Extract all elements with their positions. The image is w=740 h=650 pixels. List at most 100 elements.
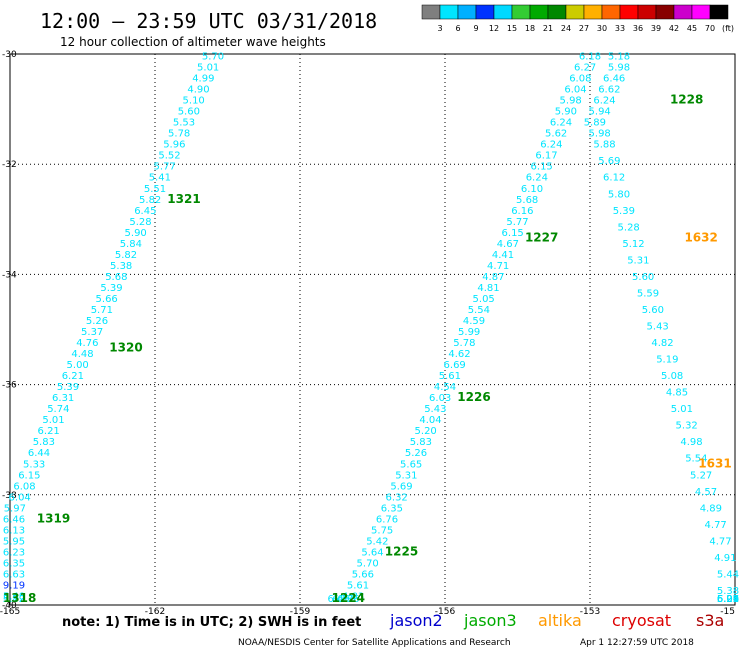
scale-swatch — [673, 4, 693, 20]
x-tick-label: -159 — [290, 607, 311, 617]
wave-height-value: 5.10 — [183, 96, 205, 107]
scale-swatch — [709, 4, 729, 20]
data-points: 5.705.014.994.905.105.605.535.785.965.52… — [3, 52, 739, 605]
wave-height-value: 5.80 — [608, 189, 630, 200]
scale-label: 21 — [543, 24, 553, 33]
scale-swatch — [439, 4, 459, 20]
wave-height-value: 5.31 — [395, 470, 417, 481]
wave-height-value: 5.60 — [642, 305, 664, 316]
satellite-legend-item: jason2 — [389, 611, 443, 630]
wave-height-value: 5.69 — [390, 481, 412, 492]
wave-height-value: 6.08 — [569, 74, 591, 85]
wave-height-value: 5.72 — [3, 594, 25, 605]
time-label: 1225 — [385, 544, 418, 558]
wave-height-value: 6.10 — [521, 184, 543, 195]
time-label: 1224 — [332, 591, 365, 605]
scale-label: (ft) — [722, 24, 734, 33]
wave-height-value: 4.99 — [192, 74, 214, 85]
wave-height-value: 5.90 — [555, 107, 577, 118]
wave-height-value: 6.24 — [526, 173, 548, 184]
satellite-legend-item: cryosat — [612, 611, 671, 630]
wave-height-value: 4.90 — [187, 85, 209, 96]
chart-subtitle: 12 hour collection of altimeter wave hei… — [60, 35, 326, 49]
wave-height-value: 5.26 — [86, 316, 108, 327]
time-label: 1228 — [670, 93, 703, 107]
footer-note: note: 1) Time is in UTC; 2) SWH is in fe… — [62, 615, 361, 630]
satellite-legend-item: s3a — [696, 611, 724, 630]
wave-height-value: 6.27 — [574, 63, 596, 74]
scale-swatch — [601, 4, 621, 20]
wave-height-value: 5.82 — [3, 594, 25, 605]
y-tick-label: -40 — [2, 601, 17, 611]
wave-height-value: 5.75 — [371, 525, 393, 536]
wave-height-value: 6.08 — [13, 481, 35, 492]
scale-label: 70 — [705, 24, 715, 33]
wave-height-value: 5.96 — [163, 140, 185, 151]
wave-height-value: 5.68 — [516, 195, 538, 206]
wave-height-value: 4.54 — [434, 382, 456, 393]
wave-height-value: 5.38 — [110, 261, 132, 272]
scale-swatch — [655, 4, 675, 20]
wave-height-value: 5.33 — [23, 459, 45, 470]
wave-height-value: 5.48 — [3, 591, 25, 602]
wave-height-value: 5.97 — [4, 503, 26, 514]
wave-height-value: 4.57 — [695, 487, 717, 498]
wave-height-value: 5.61 — [439, 371, 461, 382]
satellite-legend-item: jason3 — [463, 611, 517, 630]
grid — [10, 54, 735, 605]
time-label: 1320 — [109, 341, 142, 355]
time-label: 1226 — [457, 390, 490, 404]
wave-height-value: 6.21 — [62, 371, 84, 382]
wave-height-value: 9.19 — [3, 580, 25, 591]
wave-height-value: 4.62 — [448, 349, 470, 360]
wave-height-value: 5.78 — [168, 129, 190, 140]
wave-height-value: 6.06 — [717, 594, 739, 605]
wave-height-value: 5.84 — [120, 239, 142, 250]
wave-height-value: 6.24 — [717, 594, 739, 605]
wave-height-value: 5.20 — [415, 426, 437, 437]
y-tick-label: -32 — [2, 160, 17, 170]
wave-height-value: 5.60 — [632, 272, 654, 283]
wave-height-value: 6.16 — [511, 206, 533, 217]
wave-height-value: 5.83 — [33, 437, 55, 448]
wave-height-value: 5.78 — [453, 338, 475, 349]
wave-height-value: 5.54 — [468, 305, 490, 316]
scale-label: 24 — [561, 24, 571, 33]
wave-height-value: 4.76 — [76, 338, 98, 349]
wave-height-value: 4.82 — [651, 338, 673, 349]
wave-height-value: 6.35 — [381, 503, 403, 514]
scale-label: 36 — [633, 24, 643, 33]
wave-height-value: 5.19 — [656, 355, 678, 366]
scale-swatch — [619, 4, 639, 20]
x-ticks: -165 -162 -159 -156 -153 -15 — [0, 607, 735, 617]
wave-height-value: 4.77 — [705, 520, 727, 531]
wave-height-value: 6.21 — [717, 594, 739, 605]
scale-label: 45 — [687, 24, 697, 33]
wave-height-value: 4.59 — [463, 316, 485, 327]
wave-height-value: 5.98 — [608, 63, 630, 74]
wave-height-value: 6.07 — [717, 594, 739, 605]
scale-label: 30 — [597, 24, 607, 33]
time-label: 1318 — [3, 591, 36, 605]
wave-height-value: 5.94 — [589, 107, 611, 118]
wave-height-value: 6.12 — [603, 173, 625, 184]
x-tick-label: -156 — [435, 607, 456, 617]
wave-height-value: 5.27 — [690, 470, 712, 481]
wave-height-value: 5.77 — [506, 217, 528, 228]
scale-label: 3 — [437, 24, 442, 33]
wave-height-value: 5.83 — [410, 437, 432, 448]
scale-swatch — [691, 4, 711, 20]
wave-height-value: 5.01 — [671, 404, 693, 415]
wave-height-value: 5.82 — [139, 195, 161, 206]
plot-frame — [9, 53, 736, 606]
wave-height-value: 6.15 — [18, 470, 40, 481]
wave-height-value: 6.62 — [598, 85, 620, 96]
wave-height-value: 4.85 — [666, 388, 688, 399]
wave-height-value: 6.46 — [603, 74, 625, 85]
wave-height-value: 5.77 — [154, 162, 176, 173]
wave-height-value: 5.41 — [149, 173, 171, 184]
wave-height-value: 5.43 — [647, 322, 669, 333]
wave-height-value: 5.18 — [608, 52, 630, 63]
wave-height-value: 6.72 — [332, 594, 354, 605]
wave-height-value: 6.69 — [444, 360, 466, 371]
